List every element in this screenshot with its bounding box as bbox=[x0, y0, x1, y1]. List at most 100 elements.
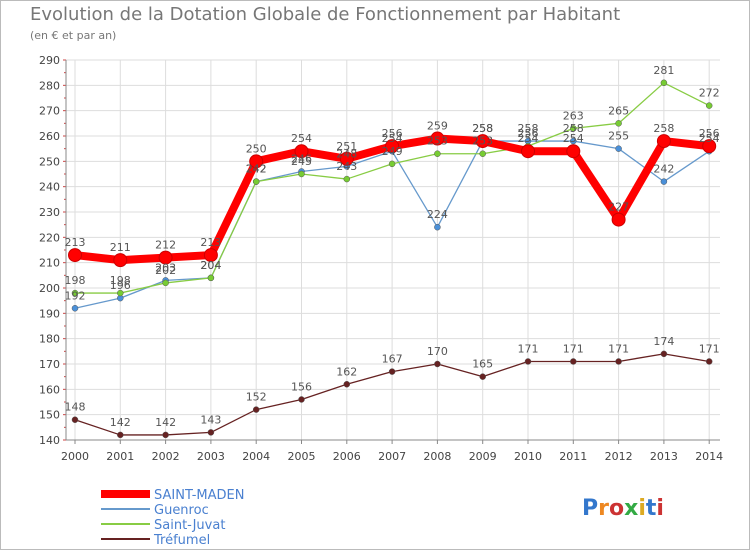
data-point-saint-maden bbox=[203, 248, 218, 263]
data-point-saint-maden bbox=[521, 144, 535, 159]
data-label-guenroc: 254 bbox=[699, 132, 720, 145]
data-point-tr-fumel bbox=[615, 358, 622, 365]
data-label-saint-juvat: 253 bbox=[472, 135, 493, 148]
data-point-saint-juvat bbox=[705, 102, 713, 109]
data-point-saint-juvat bbox=[343, 175, 351, 183]
y-tick-label: 150 bbox=[39, 409, 60, 422]
data-label-tr-fumel: 171 bbox=[518, 342, 539, 355]
data-label-tr-fumel: 142 bbox=[110, 416, 131, 429]
data-label-saint-maden: 212 bbox=[155, 239, 176, 252]
data-label-guenroc: 246 bbox=[291, 152, 312, 165]
data-label-saint-maden: 254 bbox=[291, 132, 312, 145]
data-point-saint-juvat bbox=[388, 160, 396, 168]
data-point-saint-juvat bbox=[252, 178, 260, 185]
y-tick-label: 170 bbox=[39, 358, 60, 371]
data-point-saint-maden bbox=[656, 134, 671, 149]
data-point-tr-fumel bbox=[207, 429, 215, 436]
y-tick-label: 280 bbox=[39, 79, 60, 92]
data-point-saint-maden bbox=[430, 131, 445, 146]
data-label-saint-maden: 227 bbox=[608, 201, 629, 214]
data-label-saint-maden: 254 bbox=[518, 132, 539, 145]
data-point-tr-fumel bbox=[298, 396, 305, 403]
y-tick-label: 260 bbox=[39, 130, 60, 143]
data-point-guenroc bbox=[71, 305, 79, 312]
data-point-guenroc bbox=[570, 137, 577, 145]
x-tick-label: 2009 bbox=[469, 450, 497, 463]
data-point-saint-maden bbox=[566, 144, 581, 159]
data-label-saint-juvat: 256 bbox=[518, 127, 539, 140]
data-point-saint-maden bbox=[113, 253, 128, 268]
data-label-saint-juvat: 272 bbox=[699, 87, 720, 100]
data-point-guenroc bbox=[660, 178, 668, 185]
x-tick-label: 2002 bbox=[152, 450, 180, 463]
data-point-saint-maden bbox=[339, 151, 354, 166]
y-tick-label: 190 bbox=[39, 307, 60, 320]
data-label-tr-fumel: 165 bbox=[472, 358, 493, 371]
y-tick-label: 240 bbox=[39, 181, 60, 194]
data-point-tr-fumel bbox=[71, 416, 79, 423]
data-point-saint-maden bbox=[611, 212, 626, 227]
data-point-guenroc bbox=[434, 223, 441, 231]
data-point-saint-juvat bbox=[71, 289, 79, 297]
data-label-guenroc: 248 bbox=[336, 147, 357, 160]
data-label-tr-fumel: 143 bbox=[200, 413, 221, 426]
data-label-guenroc: 258 bbox=[563, 122, 584, 135]
data-point-saint-maden bbox=[475, 134, 490, 149]
data-point-tr-fumel bbox=[479, 373, 486, 380]
data-label-guenroc: 255 bbox=[608, 130, 629, 143]
y-tick-label: 220 bbox=[39, 231, 60, 244]
data-label-tr-fumel: 152 bbox=[246, 391, 267, 404]
x-tick-label: 2014 bbox=[695, 450, 723, 463]
data-point-saint-maden bbox=[385, 139, 400, 154]
data-point-tr-fumel bbox=[343, 381, 351, 388]
x-tick-label: 2008 bbox=[423, 450, 451, 463]
plot-area bbox=[66, 60, 720, 440]
data-label-saint-juvat: 243 bbox=[336, 160, 357, 173]
data-label-tr-fumel: 148 bbox=[65, 401, 86, 414]
data-label-saint-maden: 213 bbox=[200, 236, 221, 249]
data-label-guenroc: 203 bbox=[155, 261, 176, 274]
data-point-saint-maden bbox=[249, 154, 264, 169]
data-label-tr-fumel: 174 bbox=[653, 335, 674, 348]
x-tick-label: 2010 bbox=[514, 450, 542, 463]
x-tick-label: 2004 bbox=[242, 450, 270, 463]
chart-subtitle: (en € et par an) bbox=[30, 29, 117, 42]
data-label-saint-juvat: 198 bbox=[65, 274, 86, 287]
x-tick-label: 2011 bbox=[559, 450, 587, 463]
data-label-tr-fumel: 142 bbox=[155, 416, 176, 429]
data-label-tr-fumel: 167 bbox=[382, 353, 403, 366]
data-point-saint-juvat bbox=[117, 289, 124, 297]
data-point-tr-fumel bbox=[388, 368, 396, 375]
data-point-tr-fumel bbox=[660, 350, 668, 358]
y-tick-label: 140 bbox=[39, 434, 60, 447]
y-tick-label: 290 bbox=[39, 54, 60, 67]
data-point-tr-fumel bbox=[434, 360, 441, 368]
data-label-guenroc: 242 bbox=[246, 163, 267, 176]
data-point-saint-maden bbox=[702, 139, 717, 154]
data-point-saint-juvat bbox=[298, 170, 305, 178]
data-label-saint-maden: 256 bbox=[382, 127, 403, 140]
data-label-guenroc: 204 bbox=[200, 259, 221, 272]
data-point-saint-maden bbox=[158, 250, 173, 265]
data-label-guenroc: 258 bbox=[472, 122, 493, 135]
x-tick-label: 2012 bbox=[605, 450, 633, 463]
data-point-saint-juvat bbox=[615, 120, 622, 127]
data-label-saint-maden: 258 bbox=[653, 122, 674, 135]
y-tick-label: 270 bbox=[39, 105, 60, 118]
data-point-saint-juvat bbox=[434, 150, 441, 157]
data-point-guenroc bbox=[615, 145, 622, 152]
data-label-saint-juvat: 263 bbox=[563, 109, 584, 122]
data-label-guenroc: 192 bbox=[65, 289, 86, 302]
data-point-tr-fumel bbox=[524, 358, 532, 365]
data-label-guenroc: 242 bbox=[653, 163, 674, 176]
data-point-tr-fumel bbox=[117, 431, 124, 439]
legend-label: Tréfumel bbox=[153, 533, 210, 548]
y-tick-label: 180 bbox=[39, 333, 60, 346]
data-label-tr-fumel: 171 bbox=[699, 342, 720, 355]
data-label-saint-maden: 258 bbox=[472, 122, 493, 135]
data-point-tr-fumel bbox=[252, 406, 260, 413]
x-tick-label: 2013 bbox=[650, 450, 678, 463]
data-point-saint-juvat bbox=[660, 79, 668, 87]
data-label-saint-juvat: 242 bbox=[246, 163, 267, 176]
